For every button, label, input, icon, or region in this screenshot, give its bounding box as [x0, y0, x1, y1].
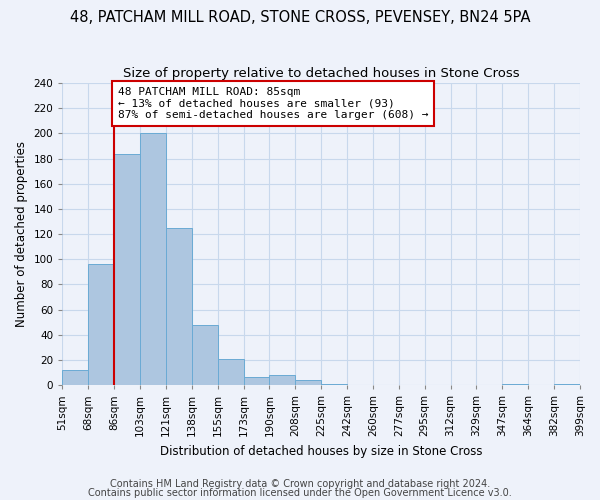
- Y-axis label: Number of detached properties: Number of detached properties: [15, 141, 28, 327]
- Bar: [321, 384, 347, 385]
- Bar: [114, 154, 140, 385]
- Bar: [218, 358, 244, 385]
- Bar: [192, 324, 218, 385]
- Title: Size of property relative to detached houses in Stone Cross: Size of property relative to detached ho…: [123, 68, 520, 80]
- Bar: [140, 134, 166, 385]
- Bar: [269, 375, 295, 385]
- Bar: [166, 228, 192, 385]
- Text: Contains public sector information licensed under the Open Government Licence v3: Contains public sector information licen…: [88, 488, 512, 498]
- Bar: [88, 264, 114, 385]
- Bar: [554, 384, 580, 385]
- Text: 48, PATCHAM MILL ROAD, STONE CROSS, PEVENSEY, BN24 5PA: 48, PATCHAM MILL ROAD, STONE CROSS, PEVE…: [70, 10, 530, 25]
- Text: 48 PATCHAM MILL ROAD: 85sqm
← 13% of detached houses are smaller (93)
87% of sem: 48 PATCHAM MILL ROAD: 85sqm ← 13% of det…: [118, 87, 428, 120]
- Text: Contains HM Land Registry data © Crown copyright and database right 2024.: Contains HM Land Registry data © Crown c…: [110, 479, 490, 489]
- X-axis label: Distribution of detached houses by size in Stone Cross: Distribution of detached houses by size …: [160, 444, 482, 458]
- Bar: [295, 380, 321, 385]
- Bar: [502, 384, 528, 385]
- Bar: [244, 378, 269, 385]
- Bar: [62, 370, 88, 385]
